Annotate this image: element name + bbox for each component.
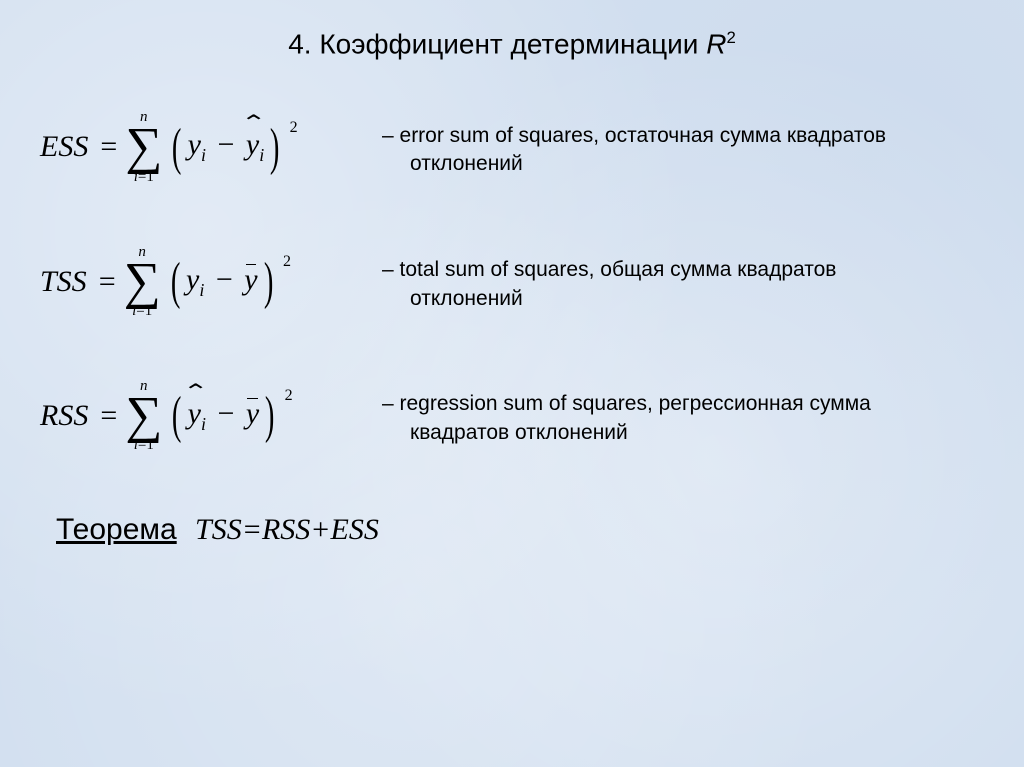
desc-tss: – total sum of squares, общая сумма квад… [376,250,836,313]
paren-group: ( yi − y ) 2 [167,261,277,303]
minus: − [216,263,233,296]
desc-ess: – error sum of squares, остаточная сумма… [376,116,886,179]
sigma-icon: n ∑ i=1 [125,110,162,184]
power: 2 [285,387,293,405]
theorem: Теорема TSS=RSS+ESS [36,513,988,547]
theorem-expression: TSS=RSS+ESS [195,513,379,546]
slide: 4. Коэффициент детерминации R2 ESS = n ∑… [0,0,1024,547]
paren-group: ( yi − yi ) 2 [168,127,283,169]
power: 2 [283,253,291,271]
formula-row-ess: ESS = n ∑ i=1 ( yi − yi ) 2 – error sum … [36,110,988,184]
theorem-label: Теорема [56,513,177,546]
power: 2 [290,119,298,137]
equals: = [100,130,117,164]
sigma-icon: n ∑ i=1 [124,245,161,319]
minus: − [218,397,235,430]
title-prefix: 4. Коэффициент детерминации [288,28,706,59]
equals: = [100,399,117,433]
lhs: ESS [40,130,88,164]
term1: yi [188,128,206,161]
minus: − [218,128,235,161]
term2: y [246,397,259,431]
formula-rss: RSS = n ∑ i=1 ( yi − y ) 2 [36,379,376,453]
paren-group: ( yi − y ) 2 [168,395,278,437]
formula-row-rss: RSS = n ∑ i=1 ( yi − y ) 2 – regression … [36,379,988,453]
term1: yi [188,397,206,435]
term1: yi [186,263,204,296]
term2: y [244,263,257,297]
equals: = [99,265,116,299]
formula-ess: ESS = n ∑ i=1 ( yi − yi ) 2 [36,110,376,184]
lhs: RSS [40,399,88,433]
desc-rss: – regression sum of squares, регрессионн… [376,384,871,447]
sigma-icon: n ∑ i=1 [125,379,162,453]
title-superscript: 2 [726,28,735,47]
page-title: 4. Коэффициент детерминации R2 [36,28,988,60]
formula-tss: TSS = n ∑ i=1 ( yi − y ) 2 [36,245,376,319]
lhs: TSS [40,265,87,299]
formula-row-tss: TSS = n ∑ i=1 ( yi − y ) 2 – total sum o… [36,245,988,319]
term2: yi [246,128,264,166]
title-symbol: R [706,28,726,59]
